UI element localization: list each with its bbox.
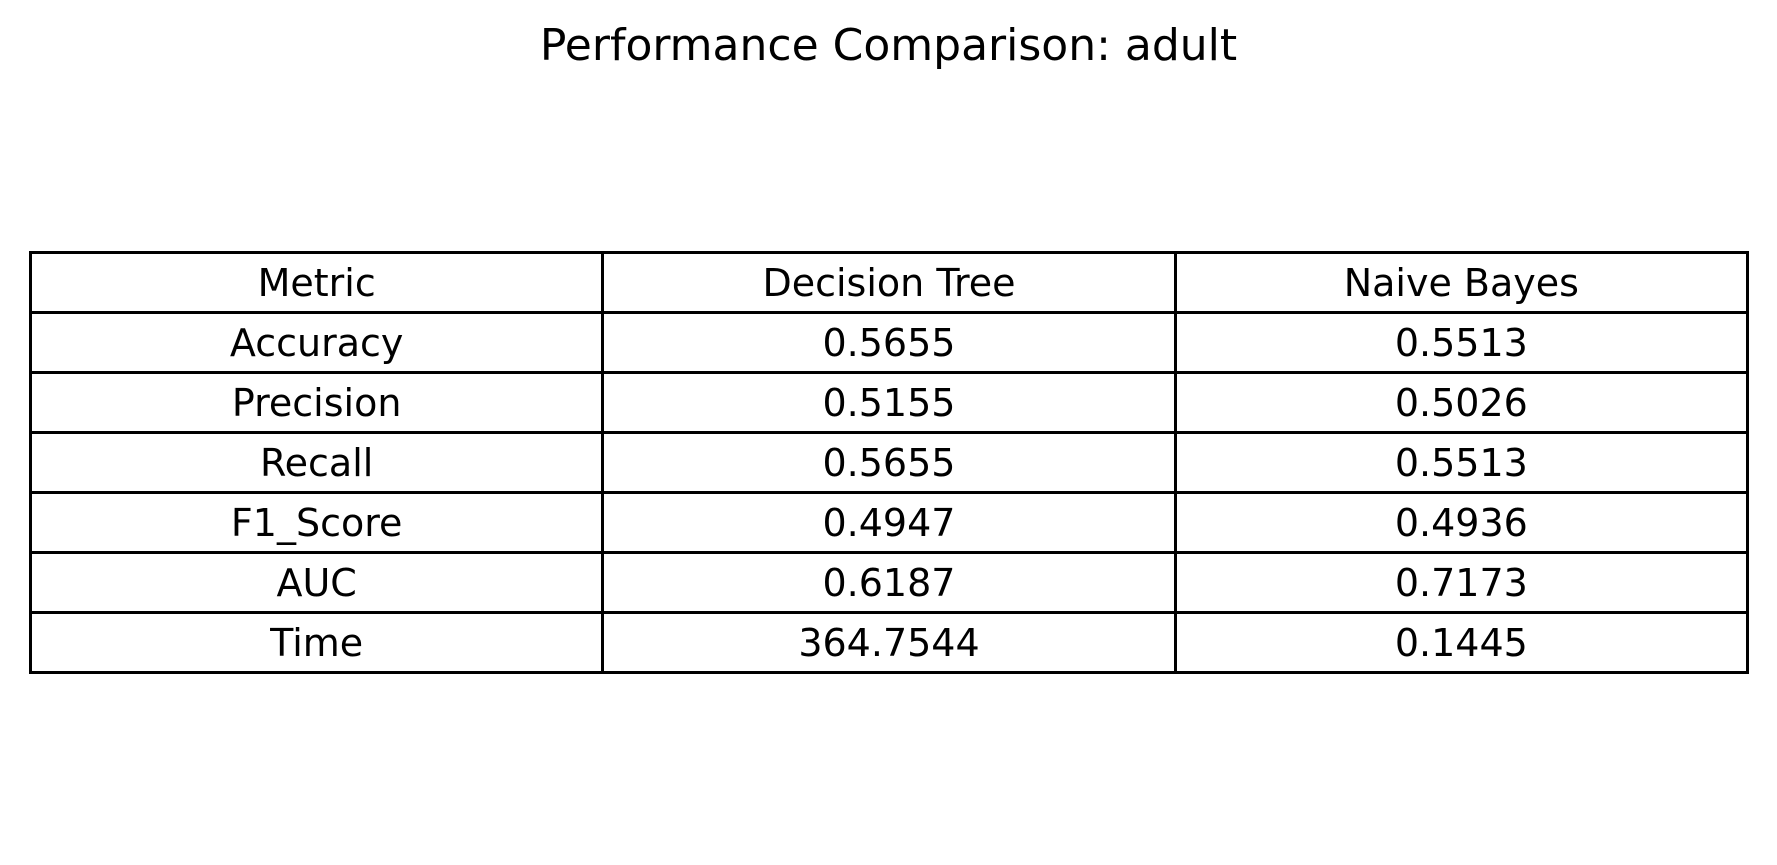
naive-bayes-value-cell: 0.1445 <box>1173 611 1750 674</box>
metric-name-cell: AUC <box>28 551 605 614</box>
table-row: Accuracy 0.5655 0.5513 <box>28 311 1750 374</box>
table-header-row: Metric Decision Tree Naive Bayes <box>28 251 1750 314</box>
decision-tree-value-cell: 0.5155 <box>601 371 1177 434</box>
decision-tree-value-cell: 0.5655 <box>601 311 1177 374</box>
metric-name-cell: Accuracy <box>28 311 605 374</box>
naive-bayes-value-cell: 0.5513 <box>1173 431 1750 494</box>
metric-name-cell: F1_Score <box>28 491 605 554</box>
decision-tree-value-cell: 364.7544 <box>601 611 1177 674</box>
decision-tree-value-cell: 0.5655 <box>601 431 1177 494</box>
naive-bayes-value-cell: 0.5513 <box>1173 311 1750 374</box>
column-header-metric: Metric <box>28 251 605 314</box>
table-row: AUC 0.6187 0.7173 <box>28 551 1750 614</box>
column-header-naive-bayes: Naive Bayes <box>1173 251 1750 314</box>
chart-title: Performance Comparison: adult <box>539 20 1238 71</box>
naive-bayes-value-cell: 0.4936 <box>1173 491 1750 554</box>
table-row: Time 364.7544 0.1445 <box>28 611 1750 674</box>
naive-bayes-value-cell: 0.7173 <box>1173 551 1750 614</box>
table-row: Recall 0.5655 0.5513 <box>28 431 1750 494</box>
metric-name-cell: Precision <box>28 371 605 434</box>
table-row: Precision 0.5155 0.5026 <box>28 371 1750 434</box>
naive-bayes-value-cell: 0.5026 <box>1173 371 1750 434</box>
metric-name-cell: Recall <box>28 431 605 494</box>
metrics-table: Metric Decision Tree Naive Bayes Accurac… <box>28 251 1750 674</box>
metrics-table-container: Metric Decision Tree Naive Bayes Accurac… <box>28 251 1750 674</box>
decision-tree-value-cell: 0.4947 <box>601 491 1177 554</box>
table-row: F1_Score 0.4947 0.4936 <box>28 491 1750 554</box>
column-header-decision-tree: Decision Tree <box>601 251 1177 314</box>
metric-name-cell: Time <box>28 611 605 674</box>
decision-tree-value-cell: 0.6187 <box>601 551 1177 614</box>
